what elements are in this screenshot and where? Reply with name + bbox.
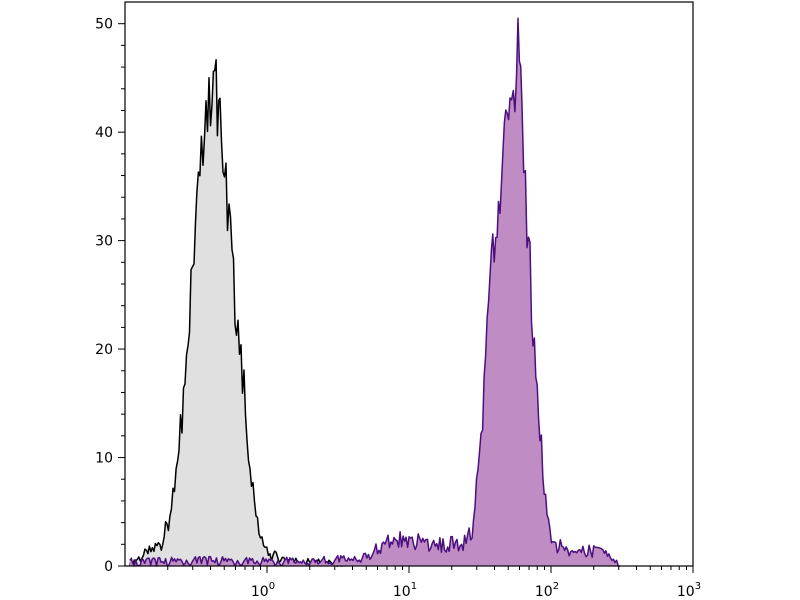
y-tick-label: 50 xyxy=(95,17,113,33)
x-tick-base: 10 xyxy=(535,584,553,600)
x-tick-label: 103 xyxy=(677,581,701,600)
y-tick-label: 0 xyxy=(104,559,113,575)
x-tick-label: 100 xyxy=(251,581,275,600)
x-tick-base: 10 xyxy=(393,584,411,600)
series-1-line xyxy=(129,17,620,567)
y-tick-label: 40 xyxy=(95,125,113,141)
y-tick-label: 20 xyxy=(95,342,113,358)
x-tick-label: 101 xyxy=(393,581,417,600)
series-layer xyxy=(128,17,620,567)
y-tick-label: 10 xyxy=(95,451,113,467)
series-1-fill xyxy=(129,18,620,567)
x-tick-base: 10 xyxy=(251,584,269,600)
y-tick-label: 30 xyxy=(95,234,113,250)
x-tick-exponent: 0 xyxy=(269,581,275,592)
series-0-fill xyxy=(129,59,350,567)
x-tick-exponent: 2 xyxy=(553,581,559,592)
x-tick-exponent: 1 xyxy=(411,581,417,592)
x-tick-label: 102 xyxy=(535,581,559,600)
x-tick-base: 10 xyxy=(677,584,695,600)
x-tick-exponent: 3 xyxy=(695,581,701,592)
